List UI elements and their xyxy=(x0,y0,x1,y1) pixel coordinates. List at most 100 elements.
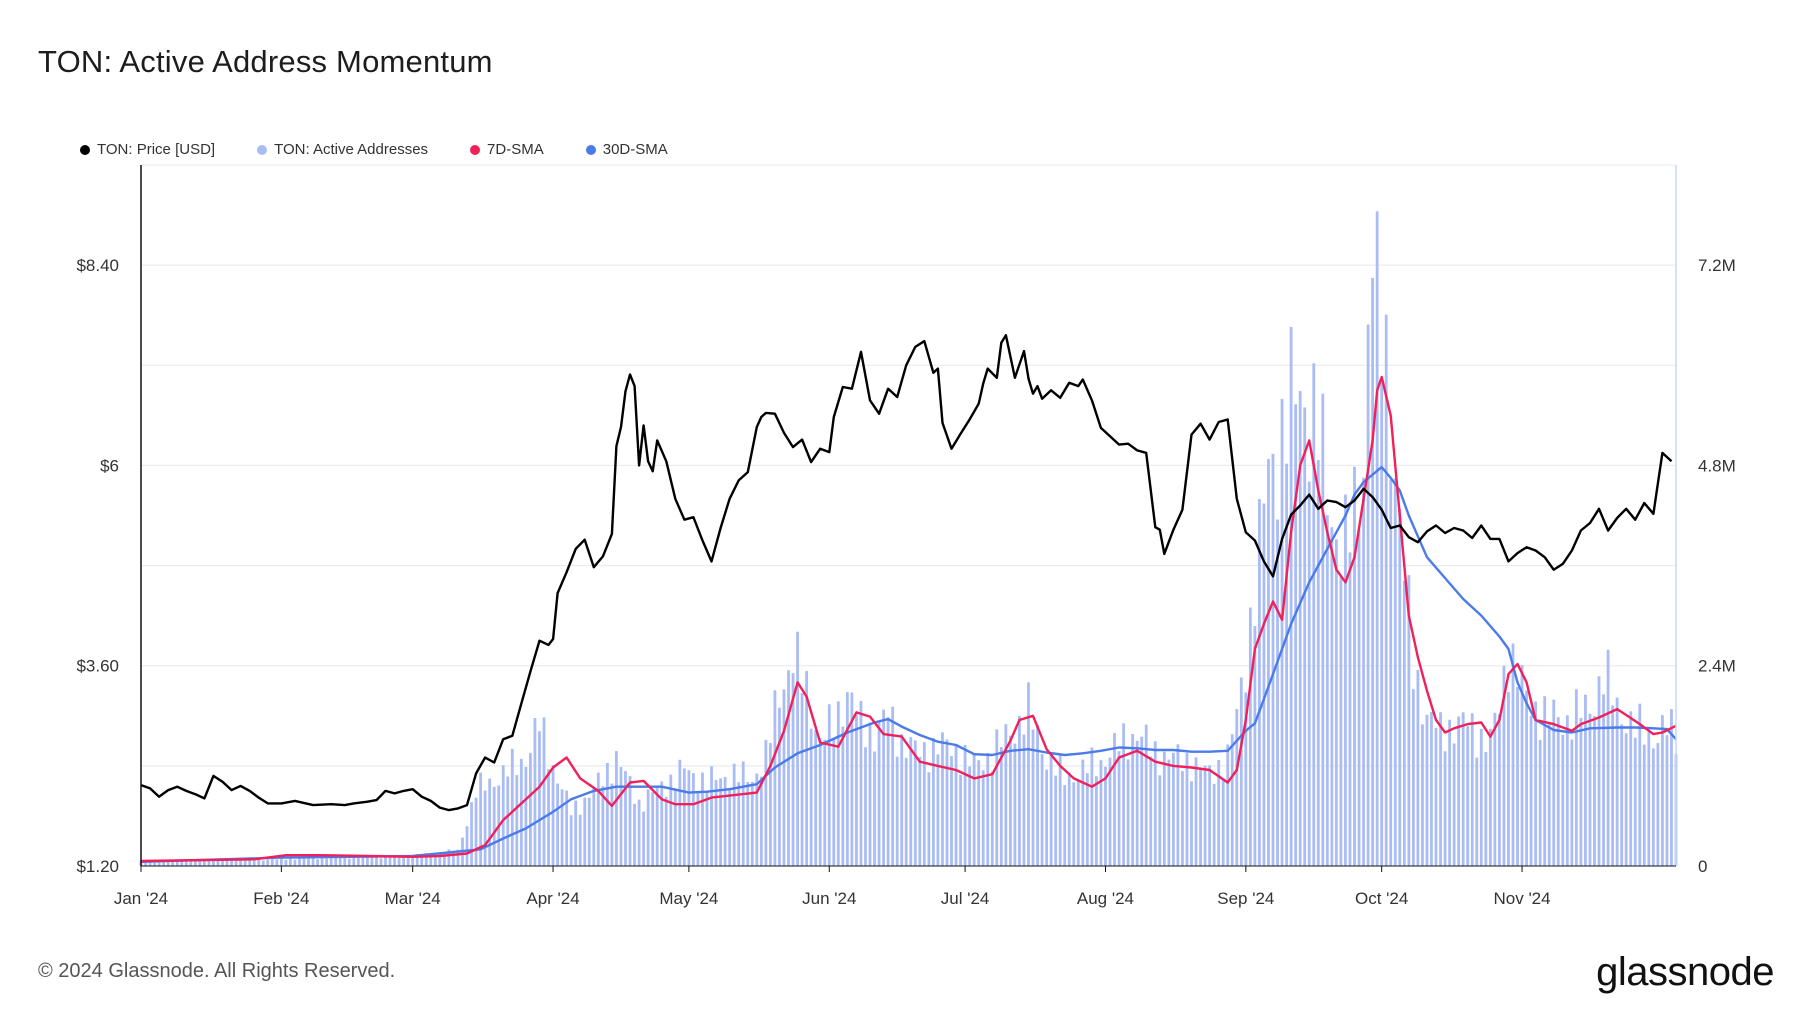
active-addresses-bar xyxy=(773,690,777,866)
active-addresses-bar xyxy=(1267,459,1270,866)
active-addresses-bar xyxy=(402,857,406,866)
active-addresses-bar xyxy=(1498,714,1501,866)
active-addresses-bar xyxy=(1018,715,1021,866)
chart-legend: TON: Price [USD] TON: Active Addresses 7… xyxy=(80,141,710,158)
active-addresses-bar xyxy=(442,854,446,866)
active-addresses-bar xyxy=(578,814,582,866)
active-addresses-bar xyxy=(615,751,618,866)
active-addresses-bar xyxy=(800,693,804,866)
active-addresses-bar xyxy=(882,709,885,866)
x-tick-label: Apr '24 xyxy=(526,889,579,908)
legend-item-7d-sma[interactable]: 7D-SMA xyxy=(470,141,544,158)
active-addresses-bar xyxy=(311,856,315,866)
active-addresses-bar xyxy=(230,860,233,866)
active-addresses-bar xyxy=(1190,781,1193,866)
active-addresses-bar xyxy=(682,768,686,866)
active-addresses-bar xyxy=(850,692,854,866)
active-addresses-bar xyxy=(1665,735,1669,866)
active-addresses-bar xyxy=(207,860,211,866)
active-addresses-bar xyxy=(1072,782,1076,866)
active-addresses-bar xyxy=(1212,783,1216,866)
active-addresses-bar xyxy=(316,859,319,866)
active-addresses-bar xyxy=(1434,727,1438,866)
active-addresses-bar xyxy=(696,792,700,866)
active-addresses-bar xyxy=(479,772,483,866)
active-addresses-bar xyxy=(343,855,347,866)
active-addresses-bar xyxy=(592,788,596,866)
active-addresses-bar xyxy=(945,739,949,866)
active-addresses-bar xyxy=(605,763,609,866)
active-addresses-bar xyxy=(977,760,981,866)
active-addresses-bar xyxy=(1516,687,1519,866)
active-addresses-bar xyxy=(1670,709,1673,866)
active-addresses-bar xyxy=(1144,724,1148,866)
active-addresses-bar xyxy=(1027,682,1030,866)
active-addresses-bar xyxy=(198,860,202,866)
active-addresses-bar xyxy=(809,728,813,866)
active-addresses-bar xyxy=(995,729,999,866)
active-addresses-bar xyxy=(968,766,972,866)
active-addresses-bar xyxy=(832,738,836,866)
active-addresses-bar xyxy=(750,781,754,866)
legend-item-30d-sma[interactable]: 30D-SMA xyxy=(585,141,668,158)
active-addresses-bar xyxy=(189,860,193,866)
active-addresses-bar xyxy=(1470,713,1474,866)
active-addresses-bar xyxy=(375,855,378,866)
active-addresses-bar xyxy=(470,802,473,866)
active-addresses-bar xyxy=(1375,211,1379,867)
active-addresses-bar xyxy=(909,737,913,866)
active-addresses-bar xyxy=(778,707,781,866)
active-addresses-bar xyxy=(737,782,741,866)
active-addresses-bar xyxy=(1362,477,1365,866)
active-addresses-bar xyxy=(1389,479,1393,866)
active-addresses-bar xyxy=(1276,519,1279,866)
active-addresses-bar xyxy=(148,861,152,866)
active-addresses-bar xyxy=(1416,669,1420,866)
active-addresses-bar xyxy=(171,860,175,866)
active-addresses-bar xyxy=(180,861,184,866)
active-addresses-bar xyxy=(687,770,691,866)
active-addresses-bar xyxy=(1217,759,1221,866)
active-addresses-bar xyxy=(642,811,646,866)
active-addresses-bar xyxy=(307,858,310,866)
legend-item-active-addresses[interactable]: TON: Active Addresses xyxy=(257,141,428,158)
legend-item-price[interactable]: TON: Price [USD] xyxy=(80,141,215,158)
active-addresses-bar xyxy=(1036,724,1039,866)
axes xyxy=(140,165,1677,867)
active-addresses-bar xyxy=(728,788,732,866)
active-addresses-bar xyxy=(981,770,985,866)
active-addresses-bar xyxy=(941,732,944,866)
y-left-tick-label: $6 xyxy=(100,456,119,475)
series-lines xyxy=(140,334,1677,863)
active-addresses-bar xyxy=(1258,499,1261,866)
active-addresses-bar xyxy=(1294,404,1298,866)
active-addresses-bar xyxy=(927,772,931,866)
active-addresses-bar xyxy=(1167,759,1171,866)
active-addresses-bar xyxy=(388,856,392,866)
active-addresses-bar xyxy=(1058,754,1062,866)
active-addresses-bar xyxy=(764,739,768,866)
active-addresses-bar xyxy=(510,748,514,866)
tick-labels: $1.20 $3.60 $6 $8.40 0 2.4M 4.8M 7.2M Jan '24 Feb… xyxy=(76,256,1735,908)
active-addresses-bar xyxy=(1253,626,1257,866)
active-addresses-bar xyxy=(429,854,433,866)
active-addresses-bar xyxy=(701,772,704,866)
active-addresses-bar xyxy=(1371,277,1375,866)
active-addresses-bar xyxy=(646,789,650,866)
active-addresses-bar xyxy=(1507,692,1510,866)
active-addresses-bar xyxy=(1135,740,1139,866)
active-addresses-bar xyxy=(1380,382,1384,866)
y-right-tick-label: 2.4M xyxy=(1698,657,1736,676)
active-addresses-bar xyxy=(1022,734,1026,866)
active-addresses-bar xyxy=(823,739,827,866)
y-right-tick-label: 7.2M xyxy=(1698,256,1736,275)
active-addresses-bar xyxy=(886,717,890,866)
active-addresses-bar xyxy=(1647,730,1651,866)
active-addresses-bar xyxy=(1502,665,1506,866)
active-addresses-bar xyxy=(791,673,795,866)
active-addresses-bar xyxy=(1421,724,1424,866)
active-addresses-bar xyxy=(841,726,845,866)
active-addresses-bar xyxy=(506,776,510,866)
active-addresses-bar xyxy=(1325,515,1329,866)
